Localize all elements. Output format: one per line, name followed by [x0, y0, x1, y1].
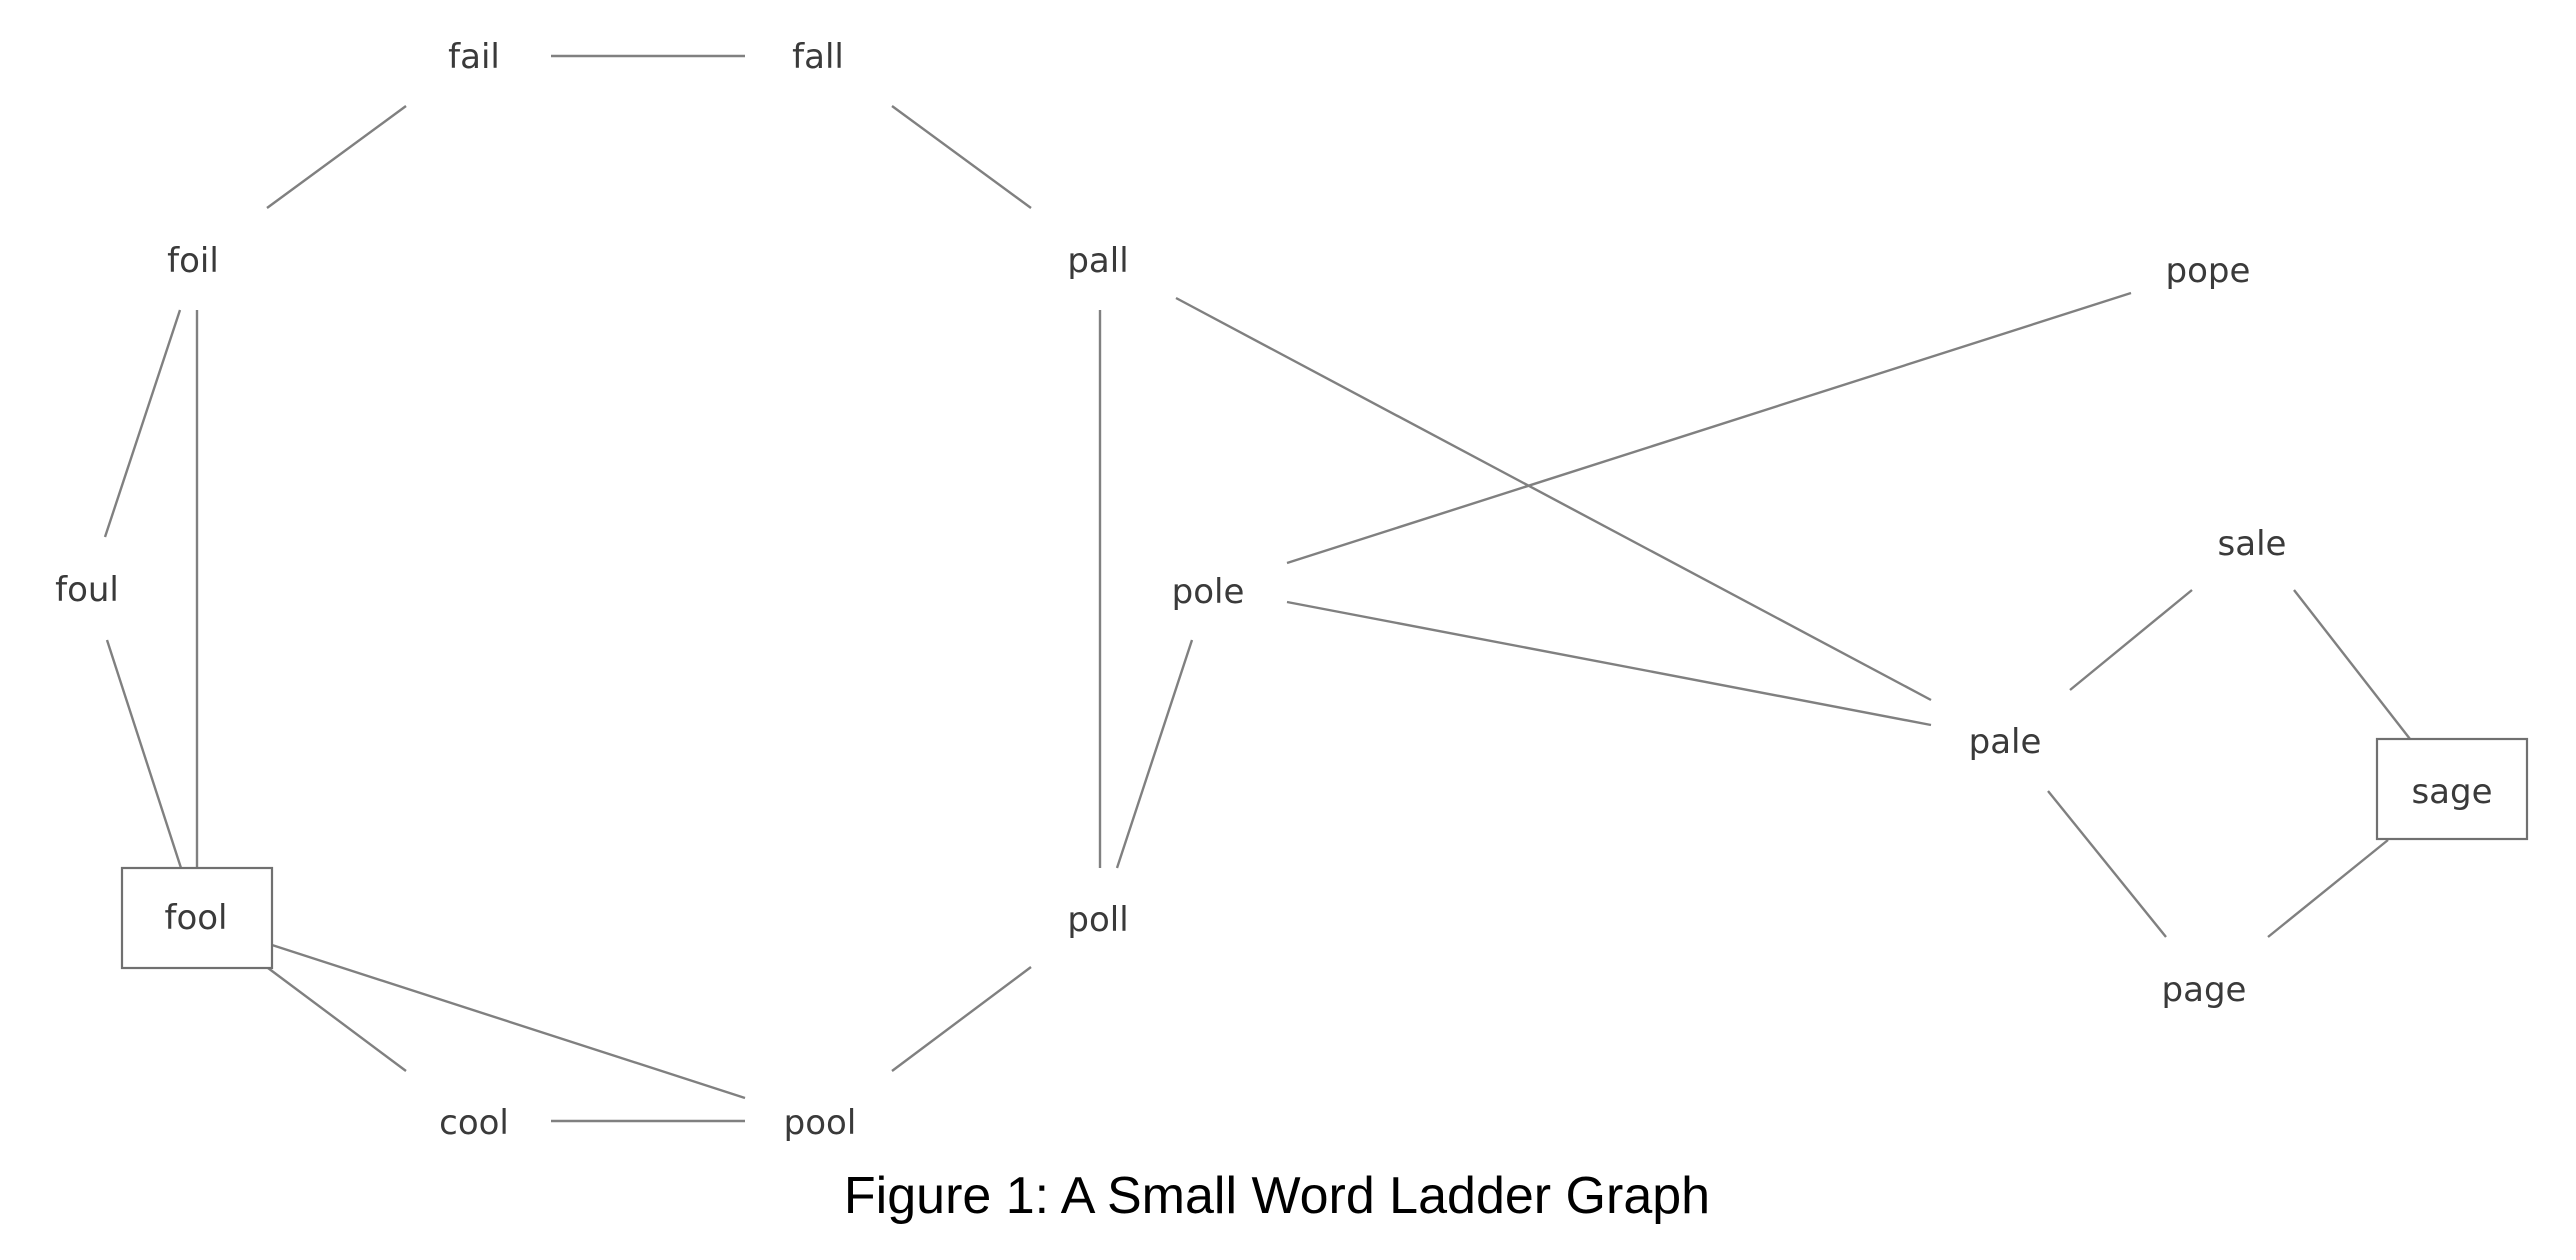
node-label-fall: fall [792, 37, 844, 77]
node-pope: pope [2166, 251, 2251, 291]
edge-foul-fool [105, 639, 183, 869]
figure-caption: Figure 1: A Small Word Ladder Graph [844, 1167, 1710, 1225]
node-label-sale: sale [2218, 524, 2287, 564]
node-label-foul: foul [55, 570, 119, 610]
node-box-fool [120, 866, 274, 970]
node-label-foil: foil [167, 241, 219, 281]
node-sage: sage [2375, 737, 2529, 841]
edge-fail-foil [266, 105, 407, 209]
node-fall: fall [792, 37, 844, 77]
edge-pale-sale [2069, 589, 2193, 691]
node-fool: fool [120, 866, 274, 970]
graph-edges [103, 54, 2411, 1123]
node-label-cool: cool [439, 1103, 509, 1143]
node-label-fail: fail [448, 37, 500, 77]
node-label-pole: pole [1172, 572, 1245, 612]
node-label-pope: pope [2166, 251, 2251, 291]
edge-foil-foul [103, 309, 182, 538]
node-box-sage [2375, 737, 2529, 841]
node-poll: poll [1067, 900, 1128, 940]
node-pale: pale [1969, 722, 2042, 762]
node-fail: fail [448, 37, 500, 77]
node-pole: pole [1172, 572, 1245, 612]
node-cool: cool [439, 1103, 509, 1143]
edge-page-sage [2267, 839, 2389, 938]
node-page: page [2162, 970, 2247, 1010]
node-label-pool: pool [784, 1103, 857, 1143]
edge-pale-page [2047, 790, 2167, 938]
node-pall: pall [1067, 241, 1128, 281]
node-label-page: page [2162, 970, 2247, 1010]
node-label-fool: fool [164, 898, 227, 938]
edge-sale-sage [2293, 589, 2411, 740]
edge-fall-pall [891, 105, 1032, 209]
node-foul: foul [55, 570, 119, 610]
node-pool: pool [784, 1103, 857, 1143]
edge-poll-pole [1115, 639, 1194, 869]
node-label-pall: pall [1067, 241, 1128, 281]
edge-pole-pale [1286, 600, 1932, 727]
node-label-poll: poll [1067, 900, 1128, 940]
node-sale: sale [2218, 524, 2287, 564]
node-foil: foil [167, 241, 219, 281]
node-label-sage: sage [2411, 772, 2492, 812]
graph-nodes: fail fall foil pall pope foul pole sale pale sage… [55, 37, 2529, 1143]
edge-pole-pope [1286, 291, 2132, 565]
edge-pool-poll [891, 966, 1032, 1072]
node-label-pale: pale [1969, 722, 2042, 762]
edge-fool-cool [267, 967, 407, 1072]
edge-fool-pool [271, 943, 746, 1100]
edge-pall-pale [1175, 296, 1932, 702]
